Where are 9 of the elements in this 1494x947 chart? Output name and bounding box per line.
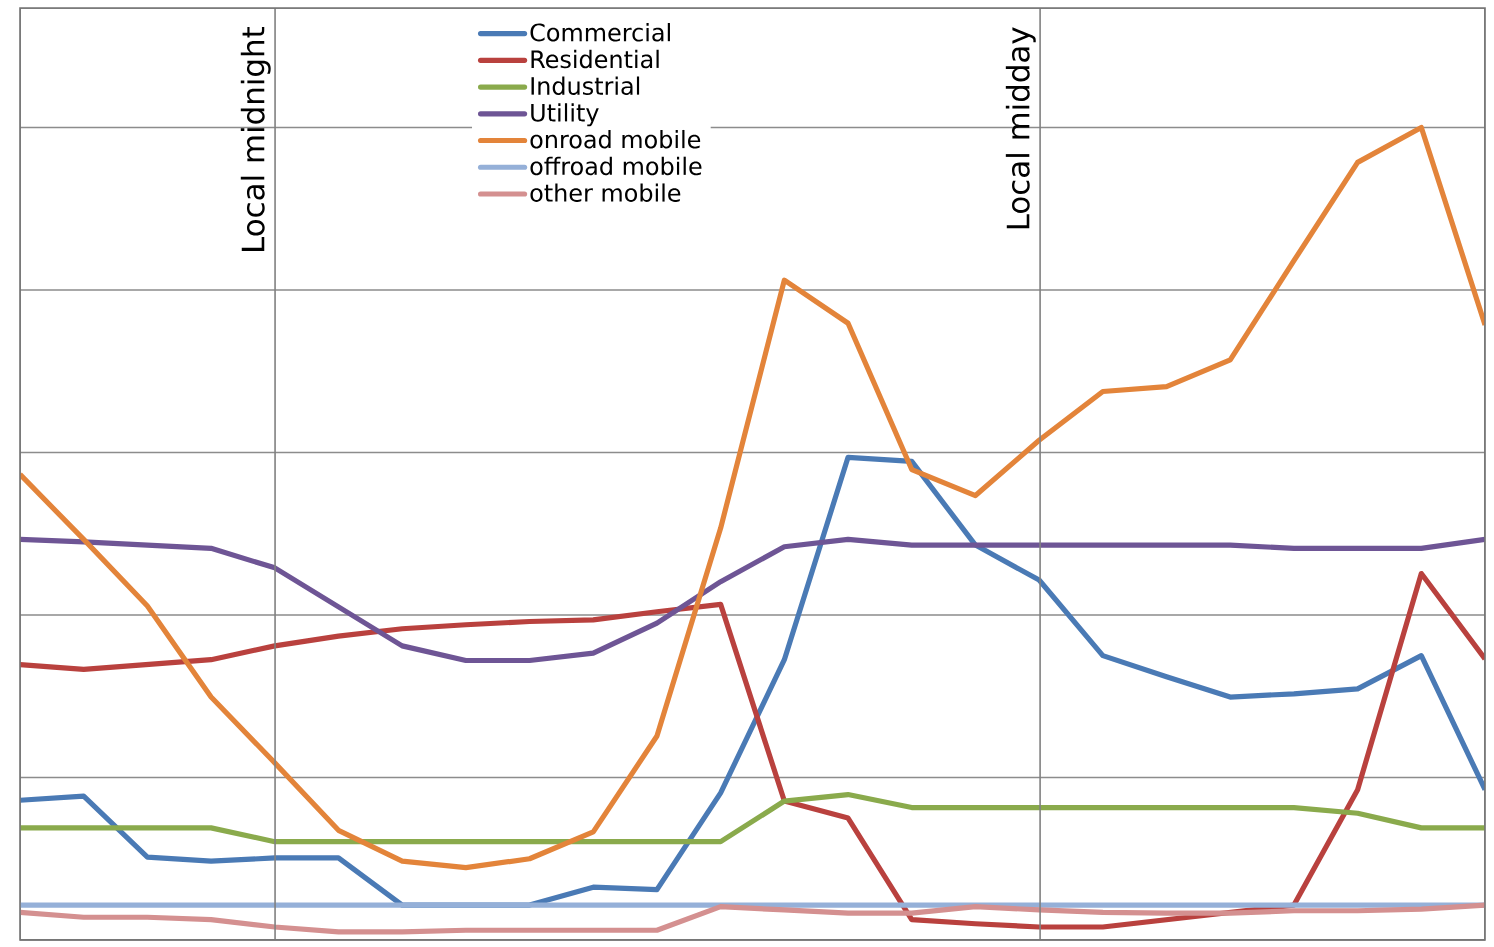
annotation: Local midnight — [240, 27, 271, 251]
annotation: Local midday — [1005, 27, 1036, 229]
legend-label: other mobile — [530, 183, 681, 202]
legend-label: onroad mobile — [530, 129, 701, 149]
legend-label: Utility — [531, 103, 599, 127]
legend-label: Industrial — [531, 76, 640, 95]
legend-label: Residential — [531, 49, 659, 69]
legend-label: offroad mobile — [530, 156, 702, 176]
legend-label: Commercial — [530, 23, 670, 42]
